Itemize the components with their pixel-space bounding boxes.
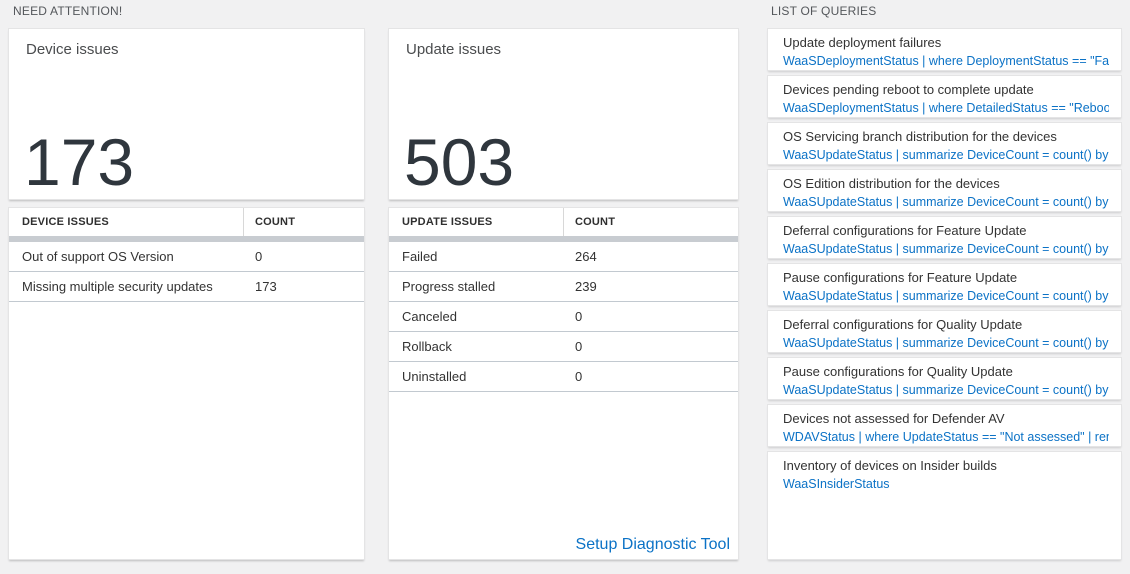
issue-count-cell: 0	[575, 339, 583, 354]
query-item[interactable]: Inventory of devices on Insider builds W…	[767, 451, 1122, 560]
query-title: OS Edition distribution for the devices	[783, 176, 1000, 191]
update-issues-column-header: UPDATE ISSUES	[389, 208, 564, 236]
query-title: OS Servicing branch distribution for the…	[783, 129, 1057, 144]
issue-count-cell: 239	[575, 279, 597, 294]
need-attention-section-label: NEED ATTENTION!	[13, 4, 123, 18]
query-item[interactable]: Devices not assessed for Defender AV WDA…	[767, 404, 1122, 447]
query-item[interactable]: Pause configurations for Feature Update …	[767, 263, 1122, 306]
query-text: WaaSUpdateStatus | summarize DeviceCount…	[783, 336, 1109, 350]
query-title: Update deployment failures	[783, 35, 942, 50]
setup-diagnostic-tool-link[interactable]: Setup Diagnostic Tool	[575, 536, 730, 553]
issue-label-cell: Missing multiple security updates	[22, 279, 213, 294]
issue-label-cell: Failed	[402, 249, 438, 264]
issue-label-cell: Out of support OS Version	[22, 249, 174, 264]
count-column-header: COUNT	[575, 216, 616, 228]
update-issues-title: Update issues	[406, 41, 502, 58]
update-issue-row[interactable]: Progress stalled 239	[389, 272, 738, 302]
device-issue-row[interactable]: Out of support OS Version 0	[9, 242, 364, 272]
query-item[interactable]: Deferral configurations for Feature Upda…	[767, 216, 1122, 259]
query-title: Pause configurations for Feature Update	[783, 270, 1018, 285]
query-title: Devices pending reboot to complete updat…	[783, 82, 1034, 97]
issue-label-cell: Progress stalled	[402, 279, 496, 294]
device-issues-column-header: DEVICE ISSUES	[9, 208, 244, 236]
queries-list: Update deployment failures WaaSDeploymen…	[767, 28, 1122, 560]
query-item[interactable]: Pause configurations for Quality Update …	[767, 357, 1122, 400]
list-of-queries-section-label: LIST OF QUERIES	[771, 4, 877, 18]
query-title: Deferral configurations for Feature Upda…	[783, 223, 1027, 238]
query-item[interactable]: Update deployment failures WaaSDeploymen…	[767, 28, 1122, 71]
count-column-header: COUNT	[255, 216, 296, 228]
update-issue-row[interactable]: Failed 264	[389, 242, 738, 272]
device-issues-table-body: Out of support OS Version 0 Missing mult…	[9, 242, 364, 302]
issue-count-cell: 0	[255, 249, 263, 264]
query-title: Pause configurations for Quality Update	[783, 364, 1013, 379]
issue-label-cell: Canceled	[402, 309, 457, 324]
query-text: WaaSInsiderStatus	[783, 477, 890, 491]
update-issue-row[interactable]: Rollback 0	[389, 332, 738, 362]
query-item[interactable]: Deferral configurations for Quality Upda…	[767, 310, 1122, 353]
query-title: Deferral configurations for Quality Upda…	[783, 317, 1023, 332]
device-issue-row[interactable]: Missing multiple security updates 173	[9, 272, 364, 302]
update-issues-table-header: UPDATE ISSUES COUNT	[389, 208, 738, 236]
query-text: WaaSUpdateStatus | summarize DeviceCount…	[783, 148, 1109, 162]
device-issues-table: DEVICE ISSUES COUNT Out of support OS Ve…	[8, 207, 365, 560]
query-title: Devices not assessed for Defender AV	[783, 411, 1005, 426]
device-issues-tile[interactable]: Device issues 173	[8, 28, 365, 200]
device-issues-total: 173	[24, 124, 135, 199]
issue-label-cell: Uninstalled	[402, 369, 467, 384]
query-text: WaaSUpdateStatus | summarize DeviceCount…	[783, 242, 1109, 256]
query-text: WaaSUpdateStatus | summarize DeviceCount…	[783, 195, 1109, 209]
query-title: Inventory of devices on Insider builds	[783, 458, 997, 473]
issue-count-cell: 264	[575, 249, 597, 264]
query-item[interactable]: OS Servicing branch distribution for the…	[767, 122, 1122, 165]
table-header-separator	[389, 236, 738, 242]
query-item[interactable]: OS Edition distribution for the devices …	[767, 169, 1122, 212]
update-issues-table: UPDATE ISSUES COUNT Failed 264 Progress …	[388, 207, 739, 560]
table-header-separator	[9, 236, 364, 242]
query-text: WDAVStatus | where UpdateStatus == "Not …	[783, 430, 1109, 444]
update-issue-row[interactable]: Uninstalled 0	[389, 362, 738, 392]
issue-count-cell: 0	[575, 369, 583, 384]
update-issue-row[interactable]: Canceled 0	[389, 302, 738, 332]
update-issues-total: 503	[404, 124, 515, 199]
query-item[interactable]: Devices pending reboot to complete updat…	[767, 75, 1122, 118]
query-text: WaaSDeploymentStatus | where DeploymentS…	[783, 54, 1109, 68]
device-issues-table-header: DEVICE ISSUES COUNT	[9, 208, 364, 236]
query-text: WaaSDeploymentStatus | where DetailedSta…	[783, 101, 1109, 115]
issue-label-cell: Rollback	[402, 339, 452, 354]
device-issues-title: Device issues	[26, 41, 119, 58]
update-issues-table-body: Failed 264 Progress stalled 239 Canceled…	[389, 242, 738, 392]
issue-count-cell: 0	[575, 309, 583, 324]
query-text: WaaSUpdateStatus | summarize DeviceCount…	[783, 289, 1109, 303]
update-issues-tile[interactable]: Update issues 503	[388, 28, 739, 200]
issue-count-cell: 173	[255, 279, 277, 294]
query-text: WaaSUpdateStatus | summarize DeviceCount…	[783, 383, 1109, 397]
